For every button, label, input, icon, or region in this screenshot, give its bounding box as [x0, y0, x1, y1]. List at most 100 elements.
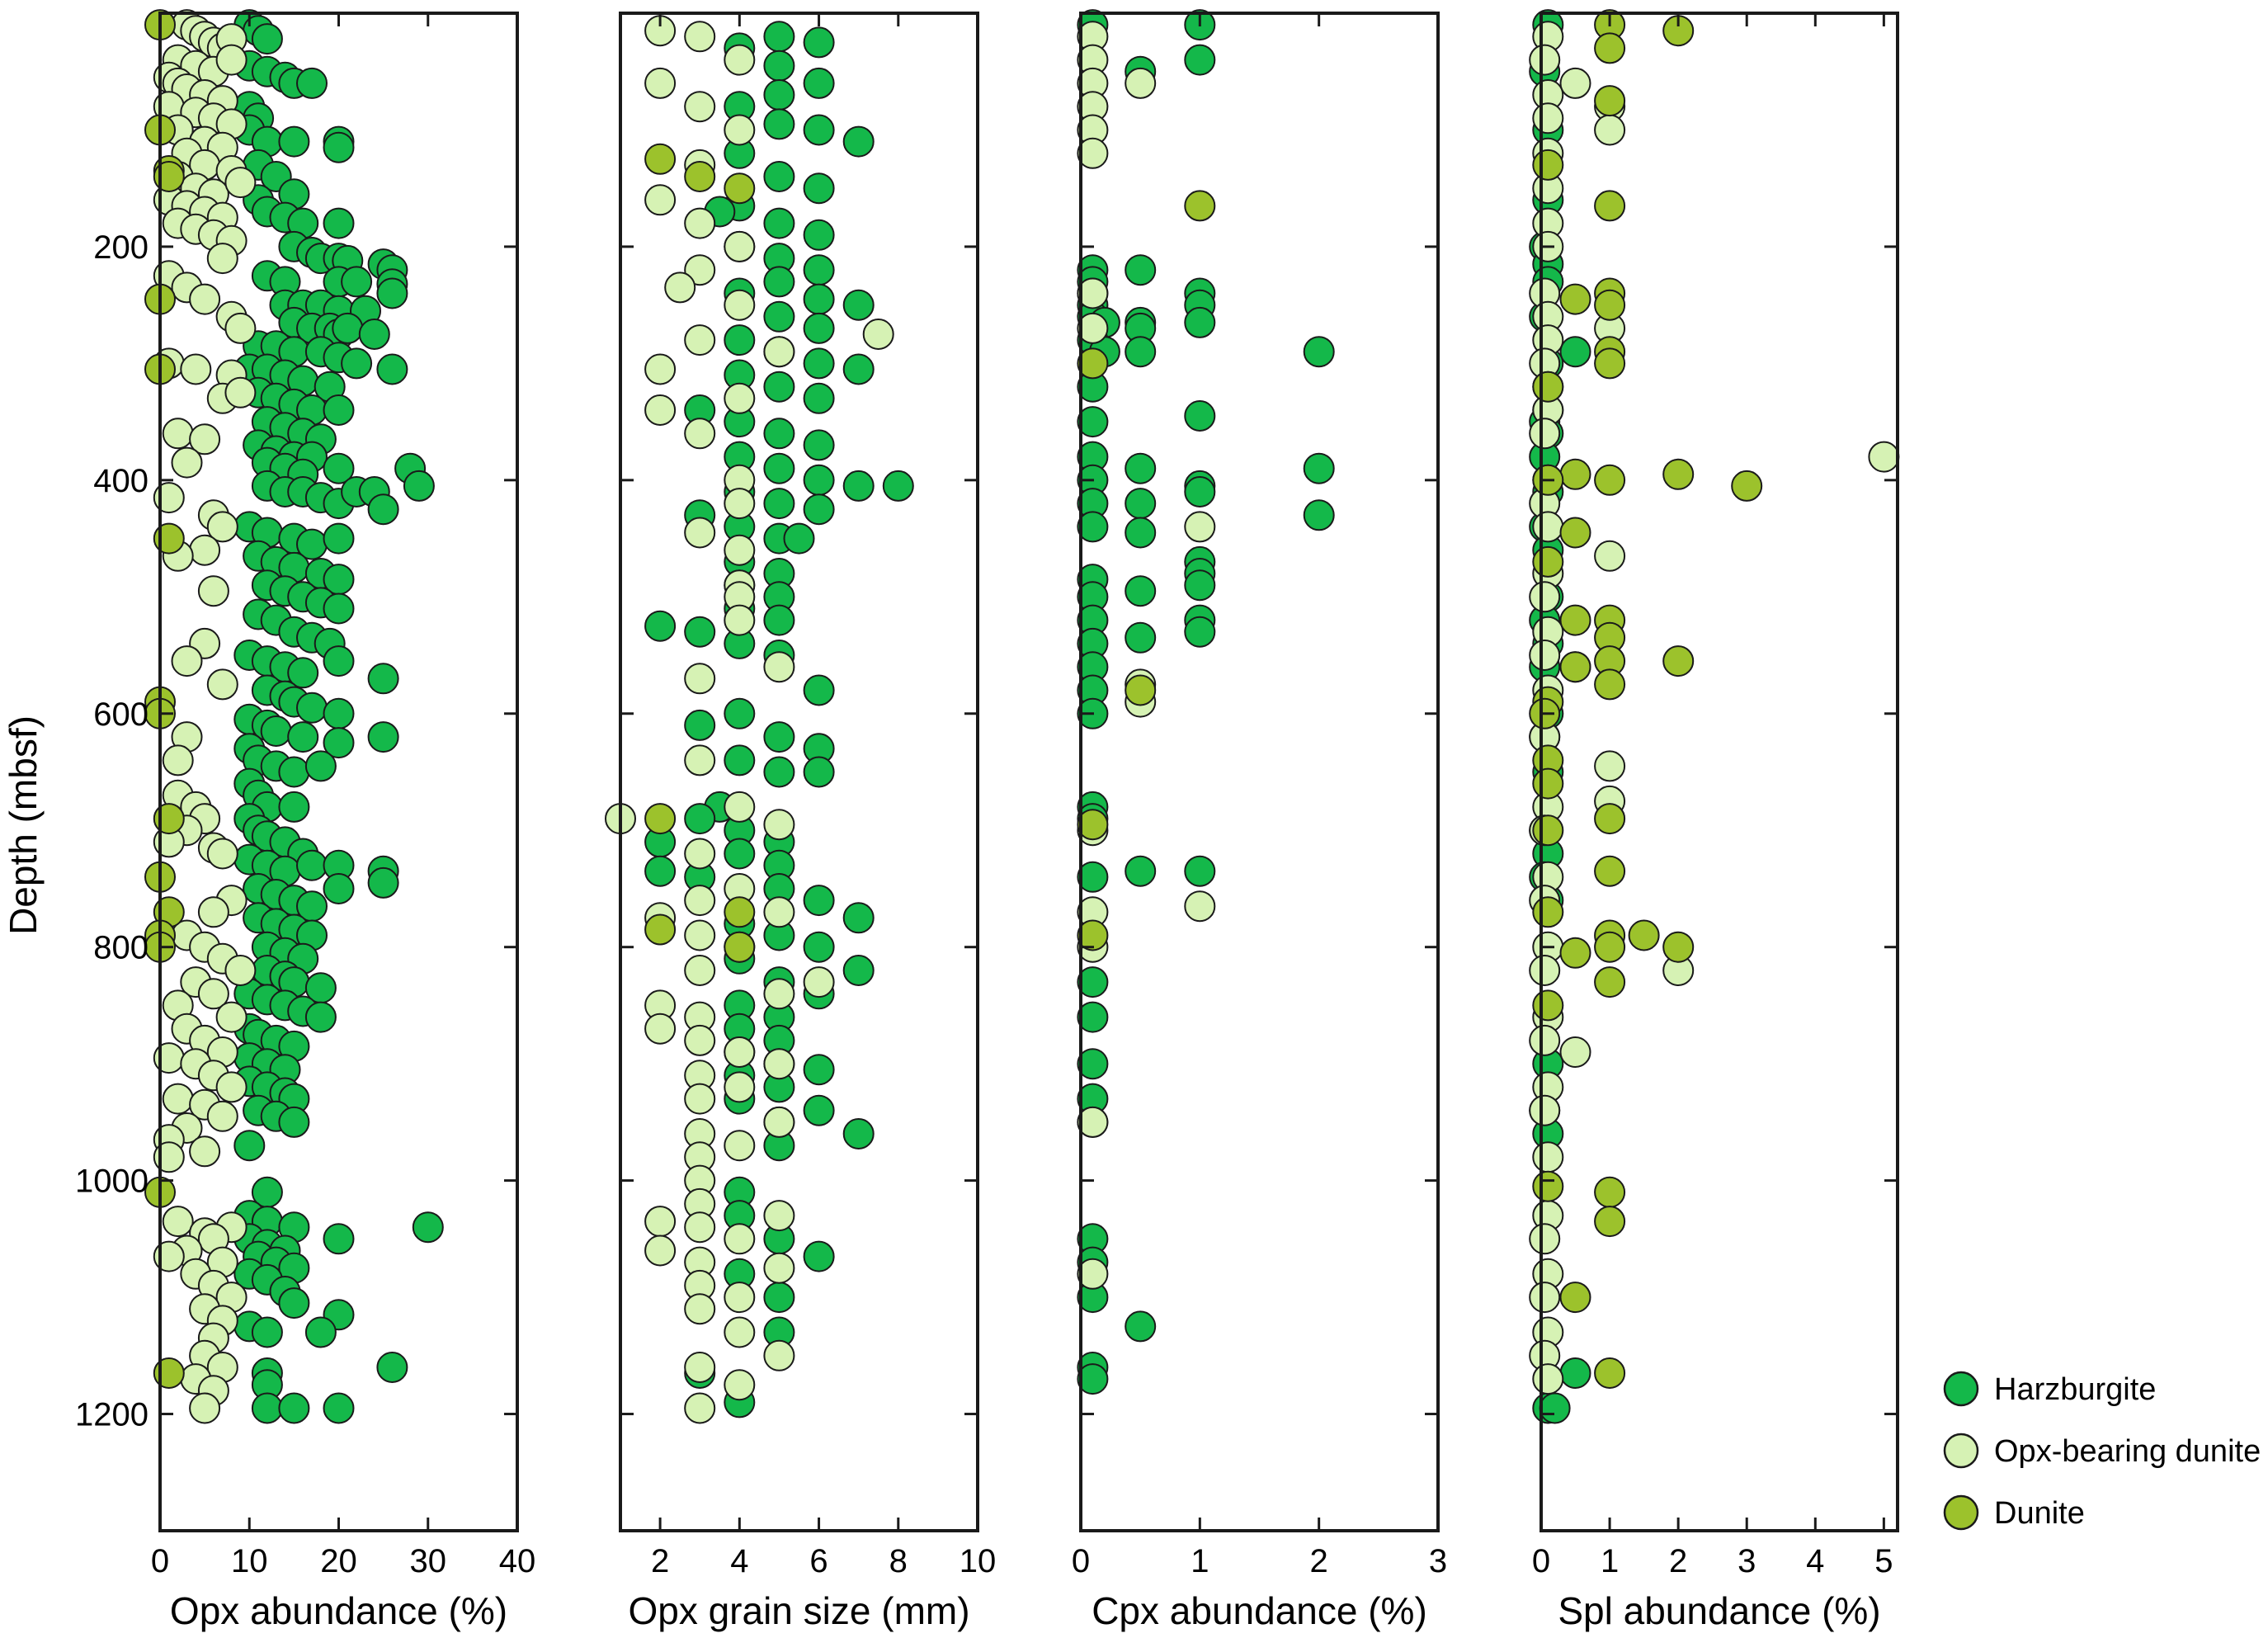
point-harzburgite [724, 744, 756, 777]
point-dunite [1532, 814, 1564, 847]
point-dunite [644, 913, 677, 946]
point-dunite [724, 172, 756, 205]
point-dunite [1594, 32, 1626, 64]
point-dunite [1077, 809, 1109, 841]
point-harzburgite [763, 161, 795, 192]
point-harzburgite [763, 418, 795, 450]
panel-cpx-abundance: 0 1 2 3 Cpx abundance (%) [1072, 9, 1447, 1632]
point-opx-bearing-dunite [224, 167, 257, 199]
x-tick-label: 10 [960, 1543, 997, 1579]
point-harzburgite [376, 353, 408, 385]
point-opx-bearing-dunite [197, 978, 229, 1010]
point-opx-bearing-dunite [684, 1024, 716, 1056]
point-dunite [724, 896, 756, 928]
point-harzburgite [842, 289, 875, 321]
point-dunite [1559, 1282, 1591, 1314]
point-harzburgite [323, 873, 355, 904]
point-harzburgite [803, 172, 835, 205]
point-harzburgite [803, 429, 835, 461]
point-dunite [1594, 668, 1626, 701]
point-harzburgite [323, 645, 355, 677]
y-tick-label: 200 [93, 229, 149, 266]
point-opx-bearing-dunite [684, 919, 716, 951]
point-harzburgite [296, 692, 328, 724]
point-harzburgite [763, 756, 795, 788]
point-harzburgite [842, 353, 875, 385]
point-opx-bearing-dunite [1529, 1024, 1561, 1056]
point-dunite [1594, 1206, 1626, 1238]
point-opx-bearing-dunite [684, 955, 716, 986]
panel-opx-grain-size: 2 4 6 8 10 Opx grain size (mm) [605, 12, 996, 1632]
point-harzburgite [1077, 511, 1109, 543]
point-dunite [1594, 803, 1626, 835]
point-opx-bearing-dunite [763, 336, 795, 368]
point-harzburgite [1303, 499, 1335, 531]
point-dunite [1594, 931, 1626, 963]
point-opx-bearing-dunite [224, 312, 257, 344]
point-harzburgite [251, 1316, 283, 1348]
point-opx-bearing-dunite [1594, 750, 1626, 782]
legend-marker-opx-bearing-dunite [1943, 1433, 1979, 1469]
point-opx-bearing-dunite [1077, 312, 1109, 344]
point-harzburgite [1303, 452, 1335, 484]
point-harzburgite [1539, 1392, 1571, 1424]
y-tick-label: 1000 [75, 1164, 149, 1200]
point-opx-bearing-dunite [644, 1013, 677, 1045]
point-harzburgite [278, 1392, 310, 1424]
point-harzburgite [803, 219, 835, 251]
point-harzburgite [763, 50, 795, 82]
point-opx-bearing-dunite [803, 966, 835, 998]
point-opx-bearing-dunite [763, 651, 795, 683]
point-harzburgite [323, 394, 355, 426]
point-harzburgite [251, 23, 283, 55]
point-harzburgite [684, 709, 716, 741]
x-tick-label: 1 [1191, 1543, 1209, 1579]
x-tick-label: 2 [1310, 1543, 1328, 1579]
point-dunite [1532, 545, 1564, 578]
y-tick-label: 800 [93, 930, 149, 966]
panel-opx-abundance: 0 10 20 30 40 200 400 600 800 1000 1200 Opx abunda… [75, 9, 535, 1632]
point-opx-bearing-dunite [189, 423, 221, 456]
point-harzburgite [724, 838, 756, 870]
point-harzburgite [341, 347, 373, 380]
point-harzburgite [323, 697, 355, 729]
x-axis-title: Cpx abundance (%) [1092, 1589, 1427, 1632]
point-harzburgite [367, 493, 399, 526]
point-opx-bearing-dunite [189, 1135, 221, 1168]
point-opx-bearing-dunite [684, 21, 716, 53]
point-opx-bearing-dunite [724, 791, 756, 823]
point-opx-bearing-dunite [1529, 418, 1561, 450]
x-tick-label: 1 [1601, 1543, 1619, 1579]
point-opx-bearing-dunite [763, 1200, 795, 1232]
point-opx-bearing-dunite [644, 353, 677, 385]
point-harzburgite [376, 277, 408, 309]
point-dunite [1594, 1357, 1626, 1389]
legend-label-dunite: Dunite [1994, 1496, 2085, 1531]
ticks-layer: 0 1 2 3 4 5 [1532, 13, 1898, 1579]
point-harzburgite [304, 1316, 337, 1348]
point-opx-bearing-dunite [189, 283, 221, 315]
point-opx-bearing-dunite [1868, 441, 1900, 473]
point-harzburgite [803, 1094, 835, 1126]
point-opx-bearing-dunite [724, 1071, 756, 1103]
point-harzburgite [278, 756, 310, 788]
point-harzburgite [763, 452, 795, 484]
point-dunite [1662, 931, 1695, 963]
point-opx-bearing-dunite [162, 418, 194, 450]
x-tick-label: 30 [410, 1543, 447, 1579]
point-harzburgite [842, 470, 875, 502]
point-opx-bearing-dunite [189, 534, 221, 566]
point-opx-bearing-dunite [763, 1252, 795, 1284]
point-harzburgite [358, 319, 390, 350]
point-opx-bearing-dunite [724, 114, 756, 146]
point-opx-bearing-dunite [189, 1392, 221, 1424]
point-opx-bearing-dunite [763, 809, 795, 841]
point-opx-bearing-dunite [862, 319, 894, 350]
point-dunite [1594, 464, 1626, 496]
point-dunite [1594, 347, 1626, 380]
point-opx-bearing-dunite [684, 324, 716, 356]
ticks-layer: 2 4 6 8 10 [620, 13, 996, 1579]
point-opx-bearing-dunite [1529, 1282, 1561, 1314]
legend-marker-harzburgite [1943, 1371, 1979, 1407]
point-opx-bearing-dunite [724, 604, 756, 636]
